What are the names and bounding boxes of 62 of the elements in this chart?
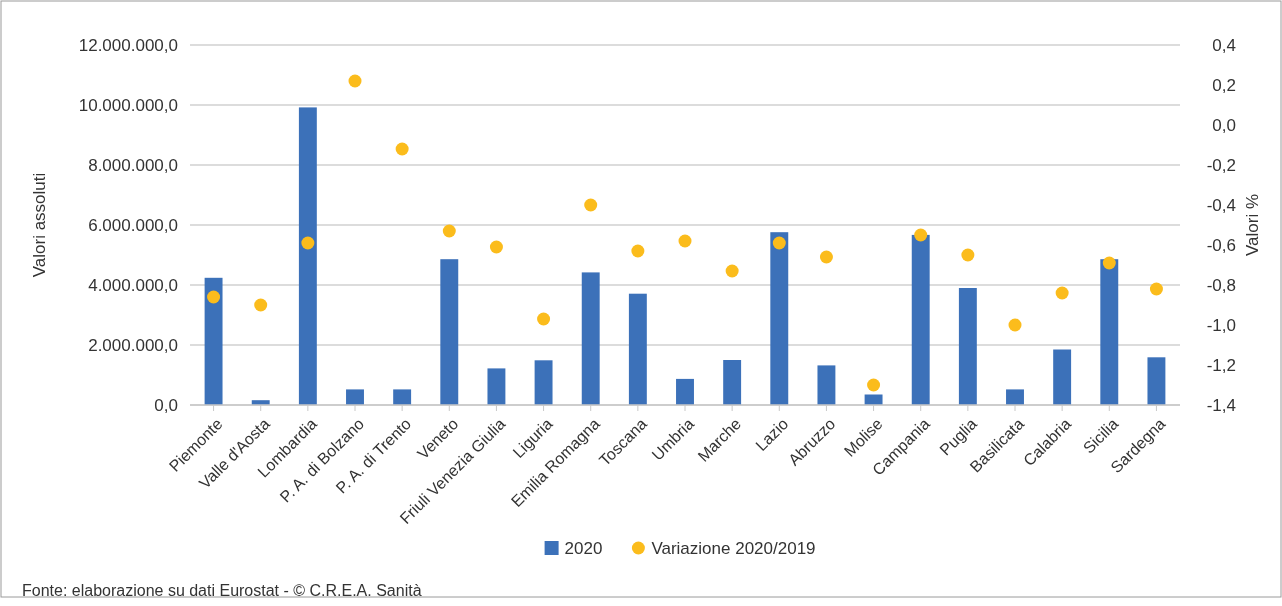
point — [395, 142, 409, 156]
y2-tick-label: 0,2 — [1212, 75, 1236, 95]
bar — [1100, 259, 1119, 405]
legend-label: Variazione 2020/2019 — [651, 538, 816, 558]
point — [819, 250, 833, 264]
point — [1102, 256, 1116, 270]
point — [1008, 318, 1022, 332]
point — [678, 234, 692, 248]
bar — [770, 232, 789, 405]
y2-tick-label: 0,4 — [1212, 35, 1236, 55]
point — [914, 228, 928, 242]
point — [537, 312, 551, 326]
bar — [676, 378, 694, 405]
bar — [487, 368, 506, 405]
bar — [911, 234, 930, 405]
point — [584, 198, 598, 212]
point — [725, 264, 739, 278]
y2-tick-label: -0,6 — [1206, 235, 1236, 255]
bar — [346, 389, 364, 405]
point — [631, 244, 645, 258]
y-tick-label: 2.000.000,0 — [88, 335, 178, 355]
bar — [958, 288, 977, 405]
y2-tick-label: -1,4 — [1206, 395, 1236, 415]
bar — [534, 360, 553, 405]
y-tick-label: 0,0 — [154, 395, 178, 415]
bar — [440, 259, 459, 405]
bar — [1147, 357, 1166, 405]
bar — [1006, 389, 1024, 405]
bar — [581, 272, 600, 405]
point — [442, 224, 456, 238]
y2-tick-label: -0,4 — [1206, 195, 1236, 215]
point — [489, 240, 503, 254]
bar — [298, 107, 317, 405]
y-axis-title: Valori assoluti — [30, 172, 49, 278]
y-tick-label: 6.000.000,0 — [88, 215, 178, 235]
y-tick-label: 10.000.000,0 — [78, 95, 178, 115]
bar — [817, 365, 836, 405]
bar — [723, 360, 742, 405]
bar — [393, 389, 412, 405]
point — [1149, 282, 1163, 296]
y-tick-label: 4.000.000,0 — [88, 275, 178, 295]
y2-tick-label: -1,2 — [1206, 355, 1236, 375]
y2-axis-title: Valori % — [1243, 193, 1262, 257]
source-note: Fonte: elaborazione su dati Eurostat - © C.R.E.A. Sanità — [22, 581, 422, 599]
legend-label: 2020 — [564, 538, 603, 558]
y-tick-label: 12.000.000,0 — [78, 35, 178, 55]
point — [772, 236, 786, 250]
bar — [204, 277, 223, 405]
y2-tick-label: -0,8 — [1206, 275, 1236, 295]
bar — [628, 293, 647, 405]
point — [961, 248, 975, 262]
point — [301, 236, 315, 250]
y-tick-label: 8.000.000,0 — [88, 155, 178, 175]
point — [207, 290, 221, 304]
bar — [1053, 349, 1072, 405]
point — [348, 74, 362, 88]
y2-tick-label: -1,0 — [1206, 315, 1236, 335]
y2-tick-label: 0,0 — [1212, 115, 1236, 135]
y2-tick-label: -0,2 — [1206, 155, 1236, 175]
point — [1055, 286, 1069, 300]
point — [254, 298, 268, 312]
point — [867, 378, 881, 392]
